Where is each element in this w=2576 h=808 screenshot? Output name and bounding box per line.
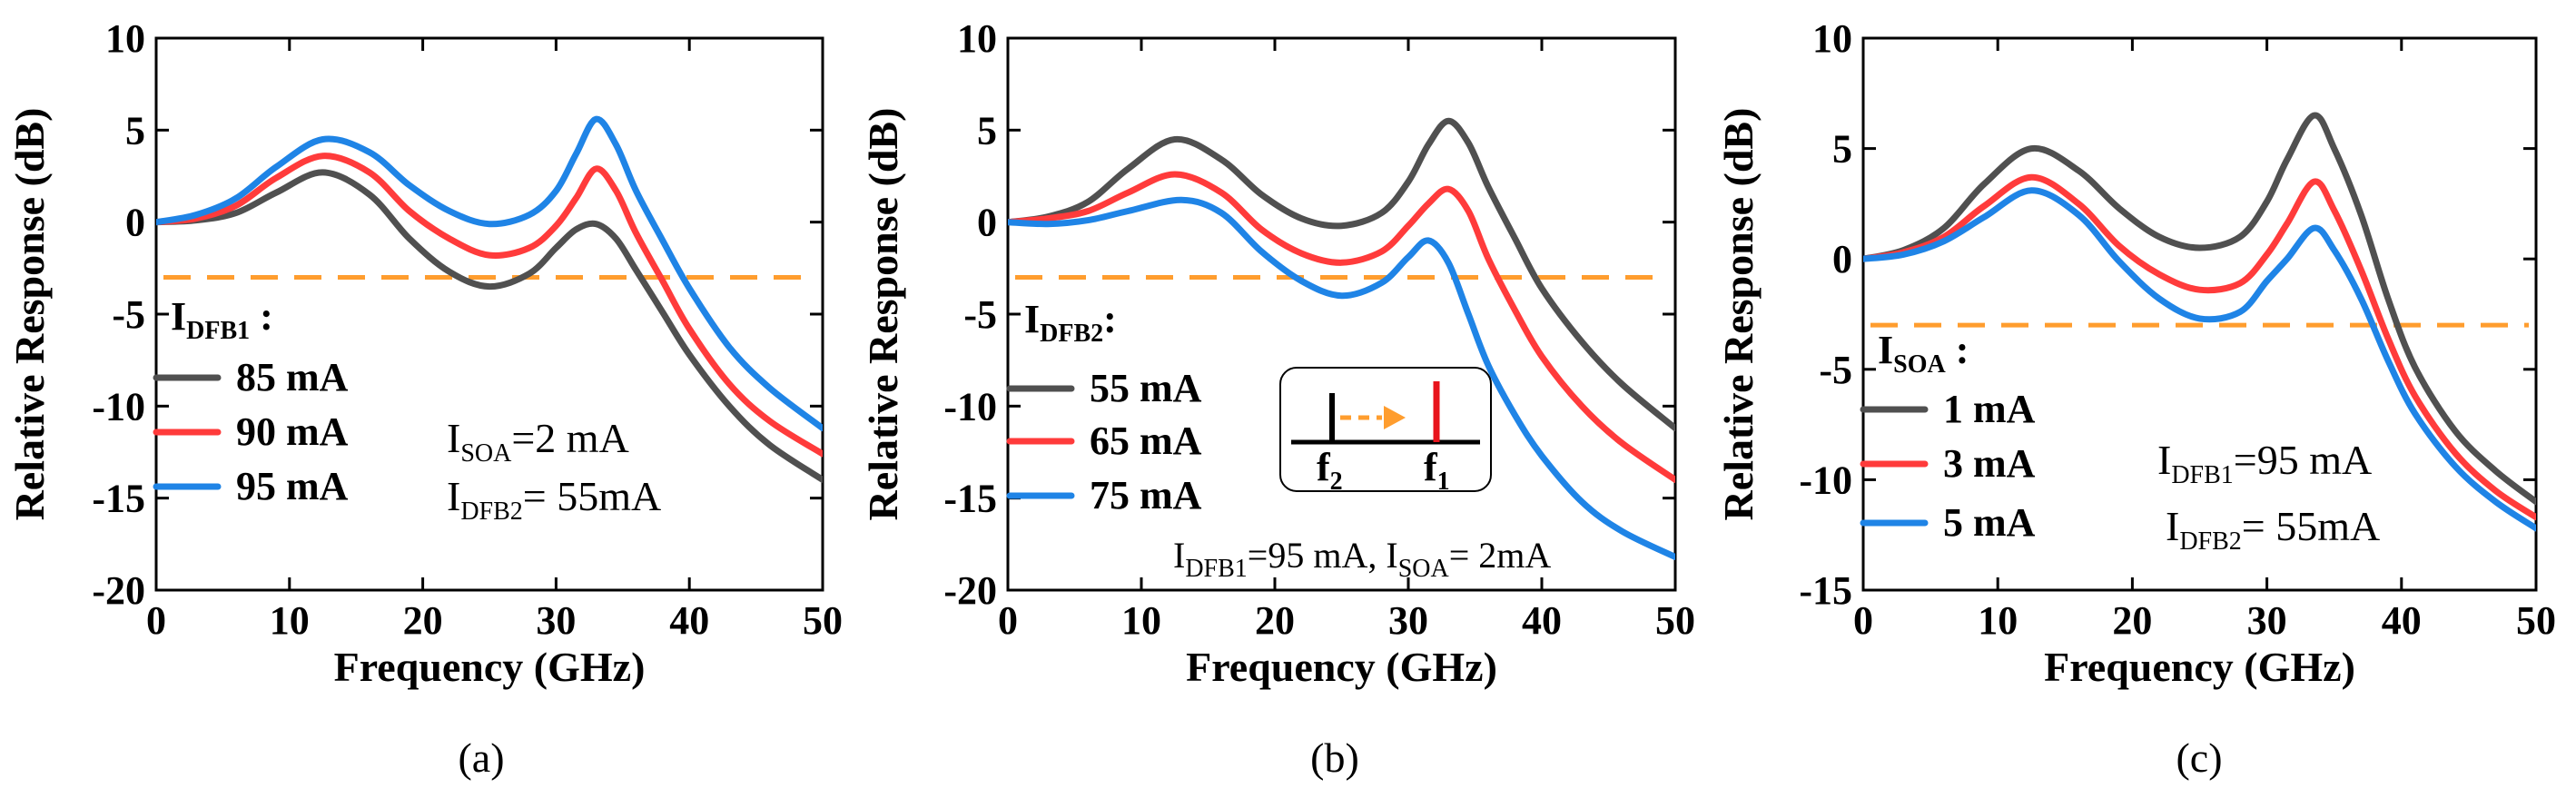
condition-annotation: IDFB2= 55mA (2166, 503, 2380, 556)
y-tick-label: -15 (1799, 568, 1852, 613)
x-tick-label: 20 (2112, 598, 2152, 643)
y-tick-label: -5 (963, 292, 997, 337)
condition-annotation: IDFB1=95 mA, ISOA= 2mA (1173, 535, 1551, 583)
series-line-95-mA (156, 115, 823, 432)
y-axis-title: Relative Response (dB) (860, 108, 906, 521)
x-tick-label: 50 (2516, 598, 2556, 643)
series-line-3-mA (1863, 173, 2536, 521)
series-line-75-mA (1008, 196, 1675, 560)
x-axis-title: Frequency (GHz) (2044, 644, 2355, 690)
x-tick-label: 50 (803, 598, 843, 643)
legend-label: 65 mA (1090, 419, 1202, 463)
x-tick-label: 0 (1853, 598, 1873, 643)
y-tick-label: -5 (1819, 348, 1852, 392)
condition-annotation: ISOA=2 mA (447, 415, 629, 468)
x-tick-label: 40 (1522, 598, 1562, 643)
panel-caption: (c) (2176, 734, 2222, 781)
x-tick-label: 30 (1388, 598, 1428, 643)
y-tick-label: 10 (105, 16, 145, 61)
series-line-55-mA (1008, 117, 1675, 432)
legend-title: ISOA : (1878, 328, 1969, 379)
legend-title: IDFB1 : (171, 294, 273, 345)
panel-caption: (a) (458, 734, 504, 781)
x-axis-title: Frequency (GHz) (334, 644, 646, 690)
legend-label: 55 mA (1090, 366, 1202, 410)
x-tick-label: 20 (403, 598, 443, 643)
x-tick-label: 30 (2247, 598, 2287, 643)
series-line-1-mA (1863, 112, 2536, 506)
y-tick-label: -20 (92, 568, 145, 613)
legend-label: 3 mA (1943, 441, 2036, 486)
inset-diagram: f2 f1 (1279, 367, 1492, 496)
legend-label: 85 mA (236, 355, 349, 399)
y-tick-label: 0 (125, 201, 145, 245)
x-tick-label: 10 (270, 598, 310, 643)
x-axis-title: Frequency (GHz) (1186, 644, 1497, 690)
legend-label: 5 mA (1943, 500, 2036, 545)
inset-f2-label: f2 (1317, 445, 1343, 496)
x-tick-label: 10 (1121, 598, 1161, 643)
y-tick-label: -15 (92, 477, 145, 521)
y-tick-label: -5 (112, 292, 145, 337)
y-tick-label: 0 (1832, 237, 1852, 281)
y-tick-label: 0 (977, 201, 997, 245)
y-axis-title: Relative Response (dB) (1715, 108, 1762, 521)
y-tick-label: 10 (957, 16, 997, 61)
x-tick-label: 50 (1655, 598, 1695, 643)
y-tick-label: 5 (1832, 127, 1852, 172)
series-line-5-mA (1863, 187, 2536, 532)
y-tick-label: -10 (943, 384, 997, 429)
y-tick-label: -10 (1799, 458, 1852, 502)
x-tick-label: 0 (998, 598, 1018, 643)
y-tick-label: 5 (977, 108, 997, 153)
inset-border (1279, 367, 1492, 492)
series-line-90-mA (156, 153, 823, 458)
legend: IDFB2: 55 mA 65 mA 75 mA (1006, 297, 1202, 517)
plot-frame (1861, 36, 2538, 592)
legend: IDFB1 : 85 mA 90 mA 95 mA (153, 294, 349, 508)
legend: ISOA : 1 mA 3 mA 5 mA (1860, 328, 2036, 545)
legend-label: 95 mA (236, 464, 349, 508)
y-axis-title: Relative Response (dB) (6, 108, 53, 521)
legend-label: 75 mA (1090, 473, 1202, 517)
y-tick-label: 10 (1812, 16, 1852, 61)
x-tick-label: 40 (2382, 598, 2422, 643)
y-tick-label: 5 (125, 108, 145, 153)
x-tick-label: 20 (1255, 598, 1295, 643)
legend-title: IDFB2: (1024, 297, 1117, 348)
y-tick-label: -15 (943, 477, 997, 521)
legend-label: 90 mA (236, 409, 349, 454)
condition-annotation: IDFB2= 55mA (447, 473, 661, 526)
y-tick-label: -20 (943, 568, 997, 613)
legend-label: 1 mA (1943, 387, 2036, 431)
series-line-65-mA (1008, 171, 1675, 483)
x-tick-label: 40 (669, 598, 709, 643)
panel-caption: (b) (1310, 734, 1359, 781)
inset-f1-label: f1 (1424, 445, 1450, 496)
y-tick-label: -10 (92, 384, 145, 429)
condition-annotation: IDFB1=95 mA (2157, 437, 2372, 489)
series-line-85-mA (156, 169, 823, 483)
x-tick-label: 10 (1978, 598, 2018, 643)
x-tick-label: 0 (146, 598, 166, 643)
inset-arrow-head (1384, 406, 1406, 429)
x-tick-label: 30 (536, 598, 576, 643)
